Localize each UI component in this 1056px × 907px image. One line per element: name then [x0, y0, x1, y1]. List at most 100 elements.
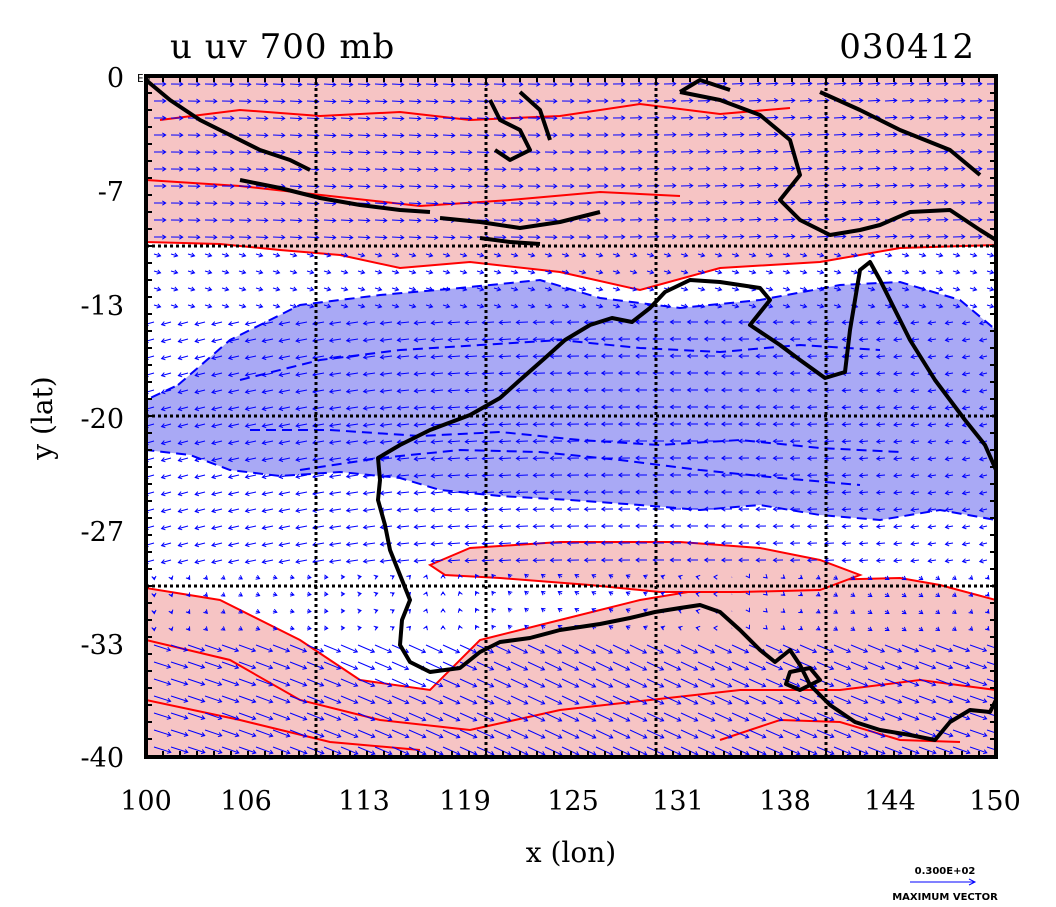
wind-vector-head	[530, 303, 536, 309]
wind-vector-head	[200, 664, 206, 669]
wind-vector-head	[909, 149, 915, 155]
wind-vector	[527, 304, 535, 308]
wind-vector-head	[251, 647, 257, 653]
wind-vector	[272, 661, 290, 669]
wind-vector	[323, 219, 336, 222]
wind-vector-head	[893, 320, 898, 326]
wind-vector	[195, 508, 206, 512]
wind-vector-head	[807, 148, 813, 155]
wind-vector-head	[261, 423, 267, 429]
wind-vector-head	[156, 252, 162, 258]
wind-vector	[799, 167, 812, 170]
wind-vector	[306, 134, 319, 137]
wind-vector-head	[789, 404, 795, 410]
wind-vector-head	[875, 97, 881, 104]
wind-vector-head	[893, 405, 898, 411]
wind-vector	[911, 542, 920, 545]
y-tick-label: -7	[98, 177, 124, 208]
wind-vector-head	[278, 406, 284, 412]
wind-vector	[765, 218, 778, 221]
wind-vector	[578, 253, 586, 257]
wind-vector-head	[683, 286, 689, 292]
wind-vector-head	[829, 750, 835, 756]
wind-vector-head	[506, 683, 512, 688]
wind-vector-head	[676, 700, 682, 705]
wind-vector	[153, 661, 171, 668]
wind-vector-head	[587, 234, 592, 240]
wind-vector-head	[961, 388, 967, 394]
wind-vector-head	[498, 506, 504, 513]
wind-vector-head	[841, 557, 847, 563]
wind-vector-head	[961, 183, 966, 189]
wind-vector-head	[213, 98, 218, 104]
wind-vector	[255, 202, 268, 204]
y-tick-label: -13	[81, 291, 124, 322]
wind-vector	[425, 151, 438, 154]
wind-vector	[448, 321, 461, 324]
wind-vector-head	[625, 683, 631, 688]
wind-vector-head	[251, 749, 257, 755]
wind-vector-head	[755, 353, 760, 359]
wind-vector	[825, 338, 835, 340]
wind-vector-head	[362, 541, 368, 547]
wind-vector-head	[336, 716, 342, 721]
wind-vector-head	[689, 115, 694, 121]
wind-vector	[595, 678, 613, 688]
wind-vector-head	[227, 406, 233, 412]
wind-vector-head	[617, 455, 623, 461]
wind-vector-head	[772, 319, 778, 325]
wind-vector-head	[914, 664, 920, 670]
wind-vector-head	[570, 81, 575, 87]
wind-vector-head	[211, 508, 216, 514]
wind-vector-head	[948, 749, 954, 755]
wind-vector-head	[778, 750, 784, 756]
wind-vector	[289, 83, 302, 86]
wind-vector	[731, 236, 744, 238]
wind-vector-head	[961, 371, 967, 377]
wind-vector	[935, 712, 953, 720]
wind-vector-head	[768, 252, 774, 258]
wind-vector	[928, 508, 937, 511]
wind-vector-head	[806, 421, 812, 427]
wind-vector-head	[772, 404, 778, 410]
wind-vector	[799, 150, 812, 153]
wind-vector	[499, 508, 512, 511]
wind-vector-head	[389, 575, 395, 580]
wind-vector-head	[382, 98, 388, 105]
wind-vector-head	[307, 574, 312, 580]
wind-vector	[901, 185, 914, 187]
wind-vector-head	[965, 664, 971, 670]
wind-vector	[178, 474, 189, 479]
wind-vector-head	[462, 303, 468, 309]
wind-vector-head	[720, 557, 726, 563]
wind-vector	[859, 474, 869, 477]
wind-vector-head	[447, 558, 453, 564]
wind-vector	[799, 661, 817, 670]
wind-vector-head	[230, 183, 235, 189]
wind-vector	[262, 355, 274, 359]
wind-vector-head	[961, 200, 966, 206]
wind-vector	[221, 270, 229, 274]
wind-vector	[765, 287, 773, 291]
wind-vector-head	[566, 438, 572, 444]
wind-vector	[935, 678, 953, 686]
wind-vector	[516, 474, 529, 476]
wind-vector-head	[200, 732, 206, 737]
wind-vector	[476, 270, 484, 274]
wind-vector	[221, 253, 229, 257]
wind-vector	[833, 746, 851, 755]
wind-vector	[340, 729, 358, 738]
wind-vector-head	[331, 183, 337, 190]
wind-vector-head	[370, 733, 376, 739]
wind-vector-head	[553, 98, 558, 104]
wind-vector-head	[720, 506, 726, 512]
wind-vector-head	[710, 734, 716, 739]
wind-vector-head	[244, 440, 250, 446]
wind-vector-head	[617, 506, 623, 512]
wind-vector-head	[377, 252, 383, 258]
wind-vector-head	[309, 269, 315, 275]
wind-vector	[161, 338, 172, 343]
wind-vector	[859, 508, 869, 511]
wind-vector	[161, 440, 172, 445]
wind-vector-head	[280, 166, 286, 172]
